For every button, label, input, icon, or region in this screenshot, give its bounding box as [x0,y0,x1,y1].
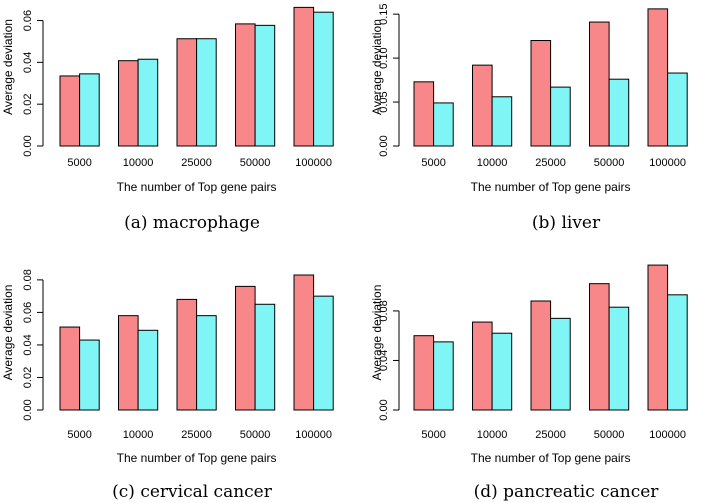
bar-series-1-10000 [472,64,493,147]
bar-series-1-10000 [118,315,139,411]
bar-series-2-100000 [667,294,688,411]
chart-panel-a: 0.00 0.02 0.04 0.06 Average deviation 5000 100… [1,6,334,233]
y-axis-title: Average deviation [370,19,384,115]
bar-series-2-10000 [491,96,513,147]
bar-series-2-50000 [608,78,630,147]
x-tick-label: 5000 [67,429,91,441]
x-tick-label: 100000 [295,157,332,169]
y-tick-label: 0.04 [22,52,34,73]
bar-series-1-5000 [413,335,435,411]
bar-series-2-5000 [79,73,100,147]
bar-series-2-100000 [667,72,688,147]
bar-series-2-10000 [137,329,159,411]
x-axis-title: The number of Top gene pairs [117,180,277,194]
bar-series-1-100000 [293,6,315,147]
x-tick-label: 10000 [477,157,508,169]
x-tick-label: 100000 [649,157,686,169]
bar-series-2-50000 [254,24,276,147]
x-tick-label: 100000 [295,429,332,441]
bar-series-1-100000 [647,8,669,147]
bar-series-2-25000 [196,38,217,147]
y-axis-title: Average deviation [370,285,384,381]
bar-series-2-5000 [433,102,454,147]
y-tick-label: 0.10 [378,47,390,68]
bar-series-1-50000 [235,285,256,411]
bar-series-1-50000 [235,23,256,147]
panel-caption: (b) liver [532,213,601,233]
x-tick-label: 100000 [649,429,686,441]
bar-series-1-5000 [59,75,81,147]
bar-series-1-10000 [472,321,493,411]
bar-series-1-50000 [589,283,610,411]
bar-series-2-100000 [313,11,334,147]
bar-series-1-5000 [59,326,81,411]
x-axis-title: The number of Top gene pairs [471,180,631,194]
x-tick-label: 10000 [123,157,154,169]
bar-series-1-25000 [530,300,552,411]
y-tick-label: 0.08 [378,300,390,321]
panel-caption: (d) pancreatic cancer [474,482,660,502]
x-tick-label: 25000 [535,429,566,441]
bar-series-1-25000 [176,38,198,147]
x-tick-label: 25000 [535,157,566,169]
y-tick-label: 0.04 [22,334,34,355]
y-tick-label: 0.04 [378,350,390,371]
bar-series-1-10000 [118,60,139,147]
x-tick-label: 50000 [240,157,271,169]
x-tick-label: 5000 [421,429,445,441]
y-tick-label: 0.06 [22,302,34,323]
x-tick-label: 25000 [181,157,212,169]
y-tick-label: 0.02 [22,93,34,114]
bar-series-1-5000 [413,81,435,147]
x-tick-label: 5000 [67,157,91,169]
y-tick-label: 0.00 [378,399,390,420]
y-tick-label: 0.06 [22,10,34,31]
bar-series-1-25000 [530,40,552,147]
bar-series-2-5000 [433,341,454,411]
y-tick-label: 0.02 [22,367,34,388]
chart-panel-c: 0.00 0.02 0.04 0.06 0.08 Average deviation 500… [1,269,334,502]
y-tick-label: 0.08 [22,269,34,290]
y-tick-label: 0.00 [22,399,34,420]
y-tick-label: 0.05 [378,91,390,112]
bar-series-2-25000 [550,317,571,411]
y-tick-label: 0.00 [378,135,390,156]
bar-series-1-50000 [589,21,610,147]
x-tick-label: 50000 [240,429,271,441]
bar-series-2-25000 [196,315,217,411]
bar-series-2-10000 [491,332,513,411]
panel-caption: (a) macrophage [124,213,260,233]
bar-series-1-100000 [293,274,315,411]
x-tick-label: 25000 [181,429,212,441]
x-axis-title: The number of Top gene pairs [117,451,277,465]
y-axis-title: Average deviation [1,19,15,115]
bar-series-2-50000 [608,306,630,411]
x-tick-label: 50000 [594,429,625,441]
y-axis-title: Average deviation [1,285,15,381]
bar-series-2-25000 [550,86,571,147]
x-tick-label: 10000 [123,429,154,441]
x-tick-label: 50000 [594,157,625,169]
y-tick-label: 0.00 [22,135,34,156]
bar-series-1-25000 [176,298,198,411]
x-tick-label: 10000 [477,429,508,441]
bar-series-2-50000 [254,303,276,411]
y-tick-label: 0.15 [378,3,390,24]
bar-series-2-100000 [313,295,334,411]
x-axis-title: The number of Top gene pairs [471,451,631,465]
bar-series-2-10000 [137,58,159,147]
x-tick-label: 5000 [421,157,445,169]
bar-series-1-100000 [647,264,669,411]
bar-series-2-5000 [79,339,100,411]
panel-caption: (c) cervical cancer [112,482,273,502]
